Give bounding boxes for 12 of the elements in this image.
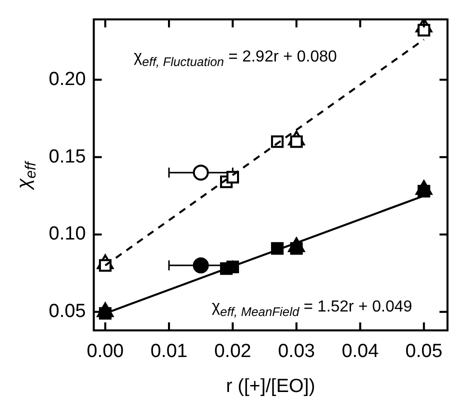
y-tick-label: 0.05 bbox=[48, 301, 86, 322]
x-tick-label: 0.05 bbox=[405, 341, 442, 362]
x-tick-label: 0.04 bbox=[342, 341, 380, 362]
x-tick-label: 0.01 bbox=[150, 341, 188, 362]
y-axis-title: χeff bbox=[14, 160, 40, 191]
y-tick-label: 0.10 bbox=[48, 224, 86, 245]
x-axis-title: r ([+]/[EO]) bbox=[226, 376, 316, 397]
y-tick-label: 0.20 bbox=[48, 68, 86, 90]
x-tick-label: 0.00 bbox=[86, 341, 124, 362]
x-tick-label: 0.02 bbox=[214, 341, 252, 362]
x-tick-label: 0.03 bbox=[278, 341, 315, 362]
y-tick-label: 0.15 bbox=[48, 146, 86, 168]
